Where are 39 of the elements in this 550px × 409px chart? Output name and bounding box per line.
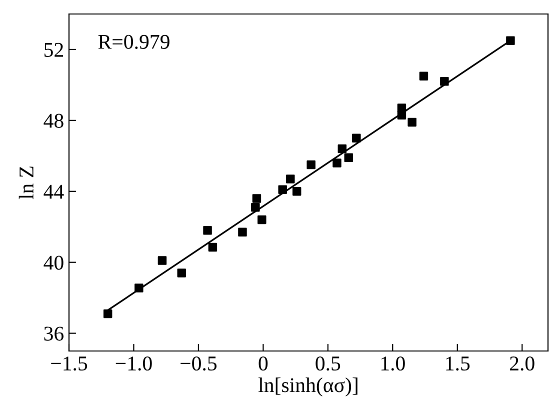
annotation: R=0.979 (98, 34, 170, 49)
point (252, 194, 262, 203)
point (419, 72, 428, 80)
y-tick-label: 44 (44, 184, 64, 199)
x-tick-label: 0.5 (316, 356, 340, 371)
point (208, 242, 218, 252)
point (352, 134, 361, 143)
point (292, 187, 302, 196)
y-axis-title: ln Z (18, 166, 34, 200)
point (278, 185, 287, 194)
point (258, 215, 266, 224)
point (286, 174, 295, 184)
x-tick-label: 1.0 (381, 356, 405, 371)
x-tick-label: 0 (258, 356, 268, 371)
point (397, 110, 406, 120)
point (177, 268, 186, 278)
point (251, 202, 260, 212)
x-tick-label: −1.0 (116, 356, 152, 371)
x-tick-label: 1.5 (446, 356, 470, 371)
y-tick-label: 52 (44, 42, 63, 57)
point (338, 144, 347, 154)
point (306, 160, 316, 170)
point (440, 77, 449, 86)
point (506, 36, 515, 45)
point (344, 153, 353, 162)
point (134, 284, 144, 292)
x-tick-label: −0.5 (180, 356, 217, 371)
x-axis-title: ln[sinh(ασ)] (258, 378, 358, 396)
y-tick-label: 40 (44, 256, 64, 270)
point (408, 118, 416, 127)
point (103, 309, 112, 318)
y-tick-label: 36 (44, 326, 64, 341)
point (158, 256, 167, 265)
x-tick-label: 2.0 (510, 356, 534, 371)
point (332, 158, 342, 168)
point (238, 228, 247, 237)
y-tick-label: 48 (44, 114, 64, 128)
point (203, 226, 212, 235)
x-tick-label: −1.5 (51, 356, 88, 371)
